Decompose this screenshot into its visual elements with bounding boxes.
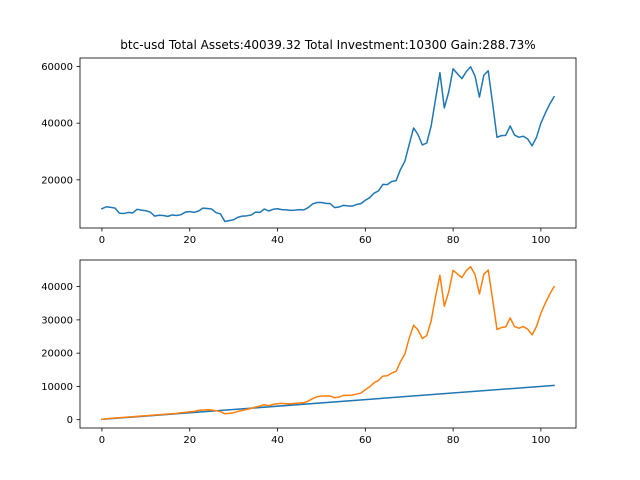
top-x-tick-label: 0 [99, 235, 105, 246]
top-y-tick-label: 40000 [41, 119, 73, 130]
bottom-x-tick-label: 100 [531, 435, 550, 446]
bottom-y-tick-label: 40000 [41, 282, 73, 293]
top-ticks-layer: 0 20 40 60 80 100 20000 40000 60000 [41, 62, 550, 246]
bottom-x-tick-label: 40 [271, 435, 284, 446]
top-series-layer [100, 66, 556, 223]
bottom-y-tick-label: 30000 [41, 315, 73, 326]
top-axes: 0 20 40 60 80 100 20000 40000 60000 [41, 57, 577, 246]
chart-title: btc-usd Total Assets:40039.32 Total Inve… [120, 38, 535, 52]
bottom-x-tick-label: 80 [447, 435, 460, 446]
bottom-y-tick-label: 0 [67, 415, 73, 426]
bottom-ticks-layer: 0 20 40 60 80 100 0 10000 20000 30000 40000 [41, 282, 550, 446]
bottom-x-tick-label: 60 [359, 435, 372, 446]
bottom-series-layer [101, 265, 556, 421]
top-x-tick-label: 60 [359, 235, 372, 246]
top-x-tick-label: 100 [531, 235, 550, 246]
bottom-x-tick-label: 20 [183, 435, 196, 446]
bottom-y-tick-label: 10000 [41, 382, 73, 393]
bottom-axes-frame [79, 259, 577, 429]
top-y-tick-label: 20000 [41, 175, 73, 186]
bottom-axes: 0 20 40 60 80 100 0 10000 20000 30000 40000 [41, 259, 577, 446]
top-x-tick-label: 80 [447, 235, 460, 246]
top-x-tick-label: 20 [183, 235, 196, 246]
bottom-x-tick-label: 0 [99, 435, 105, 446]
top-axes-frame [79, 57, 577, 229]
bottom-y-tick-label: 20000 [41, 349, 73, 360]
top-y-tick-label: 60000 [41, 62, 73, 73]
top-series-line-0 [100, 66, 556, 223]
top-x-tick-label: 40 [271, 235, 284, 246]
bottom-series-line-1 [101, 265, 556, 421]
